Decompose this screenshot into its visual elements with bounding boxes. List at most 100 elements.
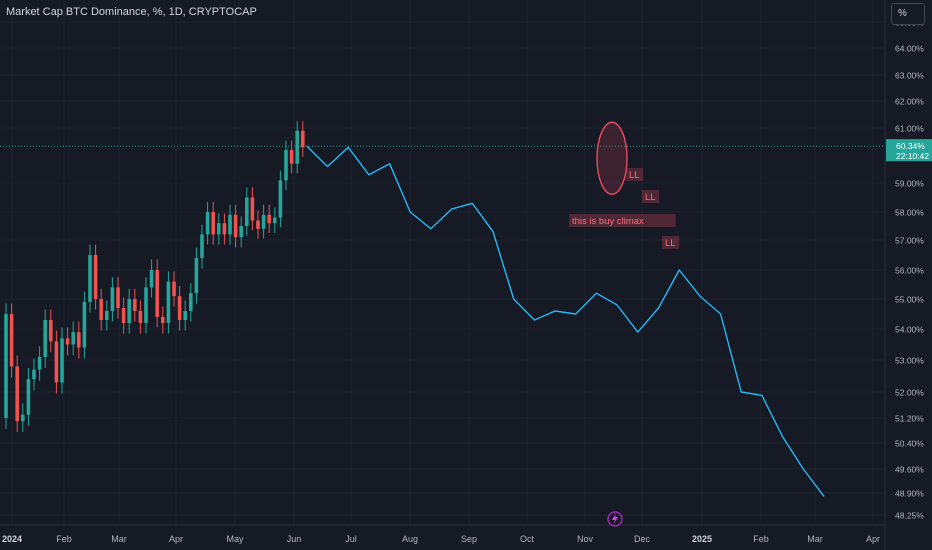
candle-body — [43, 320, 47, 357]
candle-body — [82, 302, 87, 348]
projection-line — [306, 145, 825, 497]
ll-label-text: LL — [645, 192, 656, 203]
x-tick-label: Feb — [753, 534, 769, 544]
y-tick-label: 59.00% — [895, 179, 924, 189]
candle-body — [222, 223, 227, 235]
candle-body — [239, 226, 243, 238]
ll-label: LL — [662, 236, 680, 249]
candle-body — [21, 414, 25, 422]
x-tick-label: Aug — [402, 534, 418, 544]
candles — [4, 121, 305, 433]
candle-body — [245, 197, 249, 226]
candle-body — [273, 217, 277, 224]
candle-body — [205, 212, 210, 235]
candle-body — [267, 214, 271, 224]
event-ring — [607, 511, 623, 527]
x-tick-label: 2024 — [2, 534, 22, 544]
candle-body — [26, 379, 31, 415]
candle-body — [172, 281, 176, 297]
y-tick-label: 53.00% — [895, 356, 924, 366]
candle-body — [77, 332, 81, 348]
candle-body — [183, 311, 187, 320]
y-tick-label: 57.00% — [895, 236, 924, 246]
percent-scale-button[interactable]: % — [891, 3, 925, 25]
x-tick-label: Jun — [287, 534, 302, 544]
candle-body — [138, 311, 143, 323]
candle-body — [278, 180, 283, 218]
buy-climax-annotation-text: this is buy climax — [572, 216, 644, 227]
grid — [0, 0, 885, 525]
buy-climax-annotation-bg — [569, 214, 676, 227]
candle-body — [54, 341, 59, 383]
candle-body — [161, 317, 165, 323]
y-tick-label: 55.00% — [895, 295, 924, 305]
candle-body — [289, 150, 294, 164]
ll-label-bg — [642, 190, 660, 203]
candle-body — [9, 314, 14, 367]
candle-body — [284, 150, 288, 181]
ll-label-text: LL — [665, 238, 676, 249]
candle-body — [110, 287, 115, 311]
x-tick-label: Nov — [577, 534, 594, 544]
y-tick-label: 54.00% — [895, 325, 924, 335]
x-tick-label: Oct — [520, 534, 535, 544]
y-tick-label: 56.00% — [895, 266, 924, 276]
candle-body — [49, 320, 53, 342]
candle-body — [256, 220, 260, 229]
x-tick-label: Dec — [634, 534, 651, 544]
y-tick-label: 51.20% — [895, 414, 924, 424]
x-tick-label: May — [226, 534, 244, 544]
price-label: 60.34%22:10:42 — [886, 139, 932, 162]
candle-body — [32, 369, 36, 380]
chart-title: Market Cap BTC Dominance, %, 1D, CRYPTOC… — [6, 6, 257, 18]
candle-body — [127, 299, 131, 323]
candle-body — [121, 308, 126, 323]
candle-body — [99, 299, 103, 320]
candle-body — [15, 366, 19, 422]
candle-body — [177, 296, 182, 320]
x-tick-label: Apr — [169, 534, 183, 544]
candle-body — [194, 258, 199, 294]
x-tick-label: Sep — [461, 534, 477, 544]
price-label-value: 60.34% — [896, 141, 925, 151]
y-tick-label: 50.40% — [895, 439, 924, 449]
y-tick-label: 64.00% — [895, 44, 924, 54]
x-tick-label: Mar — [111, 534, 127, 544]
candle-body — [228, 214, 232, 235]
candle-body — [189, 293, 193, 311]
candle-body — [4, 314, 8, 418]
candle-body — [301, 130, 305, 148]
x-tick-label: Jul — [345, 534, 357, 544]
candle-body — [211, 212, 215, 235]
candle-body — [149, 270, 154, 288]
y-tick-label: 48.25% — [895, 511, 924, 521]
y-tick-label: 63.00% — [895, 71, 924, 81]
candle-body — [155, 270, 159, 317]
x-tick-label: Mar — [807, 534, 823, 544]
candle-body — [60, 338, 64, 383]
ll-label-text: LL — [629, 170, 640, 181]
candle-body — [200, 234, 204, 258]
candle-body — [88, 255, 92, 302]
y-tick-label: 49.60% — [895, 465, 924, 475]
candle-body — [71, 332, 75, 345]
candle-body — [166, 281, 171, 323]
candle-body — [144, 287, 148, 323]
candle-body — [261, 214, 266, 229]
candle-body — [116, 287, 120, 308]
ll-label-bg — [626, 168, 644, 181]
y-tick-label: 52.00% — [895, 388, 924, 398]
candle-body — [233, 214, 238, 238]
candle-body — [65, 338, 70, 345]
ll-label: LL — [626, 168, 644, 181]
y-tick-label: 58.00% — [895, 208, 924, 218]
y-tick-label: 61.00% — [895, 124, 924, 134]
buy-climax-ellipse — [596, 121, 628, 195]
candle-body — [37, 356, 42, 370]
x-axis: 2024 Feb Mar Apr May Jun Jul Aug Sep Oct Nov Dec 202… — [2, 534, 880, 544]
candle-body — [133, 299, 137, 311]
y-axis: 65.00%64.00%63.00%62.00%61.00%59.00%58.0… — [895, 18, 924, 521]
candle-body — [93, 255, 98, 299]
